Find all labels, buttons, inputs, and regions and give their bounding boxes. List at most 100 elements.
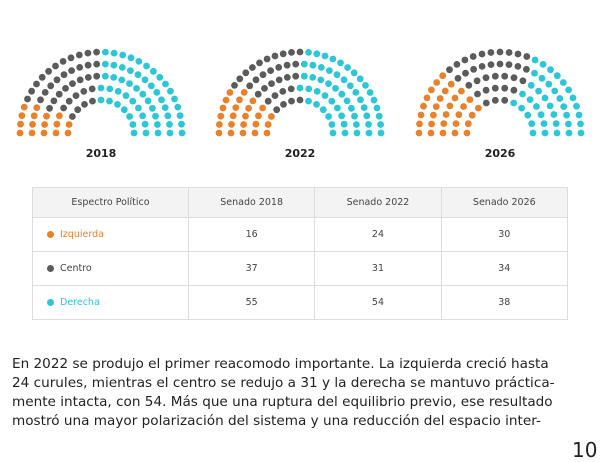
seat (550, 111, 558, 118)
seat (501, 96, 509, 104)
seat (60, 104, 67, 112)
seat (264, 97, 272, 105)
header-cell: Senado 2022 (314, 187, 442, 218)
seat (65, 121, 73, 128)
seat (227, 129, 235, 137)
seat (332, 85, 339, 92)
seat (102, 48, 109, 56)
seat (288, 49, 295, 56)
seat (451, 129, 459, 137)
seat (482, 74, 490, 82)
seat (423, 94, 431, 102)
seat (313, 88, 321, 95)
seat (158, 96, 165, 104)
seat (259, 71, 267, 79)
seat (74, 106, 82, 114)
seat (287, 85, 295, 93)
seat (430, 111, 437, 119)
seat (300, 72, 308, 80)
seat (452, 120, 460, 127)
seat (340, 76, 348, 84)
seat (329, 55, 337, 63)
seat (37, 96, 44, 104)
seat (454, 74, 462, 82)
seat (41, 89, 49, 96)
seat (328, 121, 336, 128)
seat (321, 92, 329, 99)
header-row: Espectro Político Senado 2018 Senado 202… (32, 187, 569, 218)
seat (352, 89, 360, 96)
seat (126, 67, 134, 74)
seat (106, 97, 113, 105)
seat (161, 104, 169, 111)
seat (427, 129, 435, 137)
seat (553, 72, 561, 80)
seat (446, 66, 453, 74)
seat (491, 84, 499, 92)
seat (296, 84, 304, 92)
seat (482, 99, 490, 107)
seat (129, 121, 137, 128)
seat (440, 120, 448, 127)
seat (166, 121, 173, 128)
seat (118, 64, 126, 71)
seat (133, 85, 140, 92)
seat (325, 113, 332, 120)
seat (360, 104, 368, 111)
seat (139, 112, 147, 120)
party-cell: Derecha (32, 285, 189, 320)
seat (501, 72, 509, 80)
seat (219, 104, 227, 112)
seat (341, 129, 349, 137)
seat (439, 72, 447, 80)
paragraph-line: En 2022 se produjo el primer reacomodo i… (12, 356, 549, 372)
seat (556, 95, 564, 102)
seat (538, 74, 546, 82)
party-cell: Izquierda (32, 217, 189, 252)
legend-dot (47, 265, 54, 272)
seat (458, 87, 465, 95)
seat (50, 97, 58, 105)
seat (333, 71, 341, 79)
seat (38, 73, 46, 81)
seat (228, 121, 235, 128)
party-name: Centro (60, 263, 92, 274)
seat (245, 104, 253, 112)
seat (279, 88, 287, 95)
seat (135, 58, 143, 65)
seat (510, 74, 518, 82)
seat (528, 120, 536, 128)
seat (156, 73, 164, 81)
seat (461, 56, 469, 64)
seat (239, 129, 247, 137)
seat (447, 80, 455, 88)
seat (496, 60, 504, 68)
seat (176, 112, 184, 119)
seat-group (24, 48, 101, 120)
seat (541, 129, 549, 137)
seat (469, 53, 477, 60)
seat (154, 121, 161, 128)
seat (275, 76, 283, 84)
seat (126, 80, 133, 87)
seat (72, 92, 80, 99)
seat (292, 60, 300, 68)
seat (222, 96, 230, 104)
seat (263, 55, 271, 63)
seat-group (97, 48, 186, 137)
seat (575, 111, 583, 119)
seat (101, 60, 109, 68)
party-name: Izquierda (60, 229, 104, 240)
seat (246, 82, 254, 90)
seat (366, 89, 374, 96)
seat (254, 90, 262, 98)
seat (52, 62, 59, 70)
seat (28, 87, 35, 95)
seat (119, 51, 127, 59)
seat (249, 97, 257, 105)
seat (84, 74, 92, 81)
seat (510, 86, 518, 94)
seat (16, 129, 24, 137)
seat (33, 104, 41, 111)
seat (416, 120, 423, 128)
